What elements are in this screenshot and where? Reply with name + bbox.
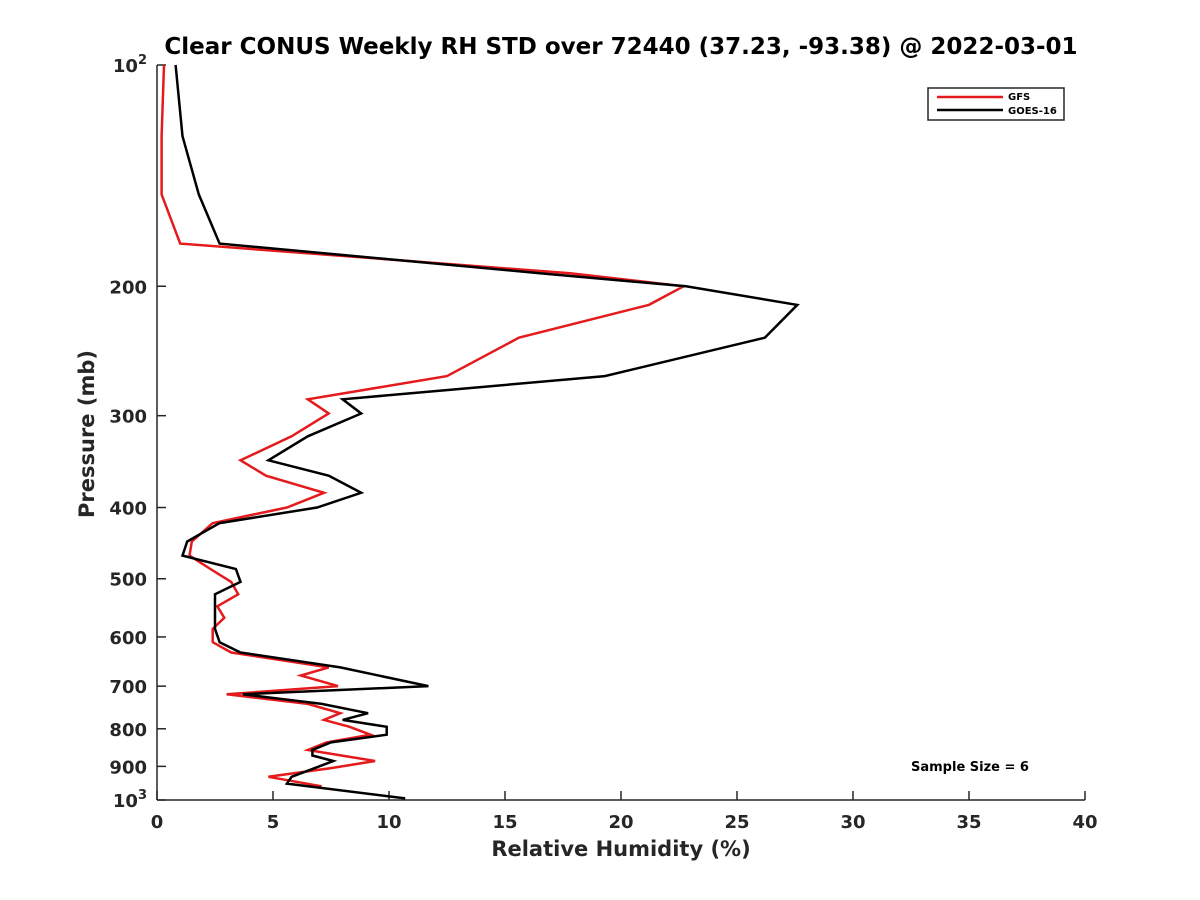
y-tick-label: 102 [113, 53, 147, 77]
x-tick-label: 20 [608, 812, 633, 833]
x-tick-label: 40 [1072, 812, 1097, 833]
y-tick-label: 800 [109, 720, 147, 741]
x-tick-label: 35 [956, 812, 981, 833]
x-tick-label: 30 [840, 812, 865, 833]
sample-size-annotation: Sample Size = 6 [911, 760, 1029, 775]
legend-box [927, 87, 1065, 121]
y-tick-label: 600 [109, 628, 147, 649]
y-tick-label: 900 [109, 757, 147, 778]
y-axis-label: Pressure (mb) [75, 350, 99, 518]
y-tick-label: 300 [109, 407, 147, 428]
y-tick-label: 700 [109, 677, 147, 698]
series-line-goes16 [174, 64, 800, 800]
y-tick-label: 200 [109, 277, 147, 298]
axes: 0 5 10 15 20 25 30 35 40 102 200 300 400 500 600 700 800… [109, 53, 1097, 833]
legend-label-goes16: GOES-16 [1008, 106, 1057, 117]
x-tick-label: 25 [724, 812, 749, 833]
x-tick-label: 10 [376, 812, 401, 833]
y-tick-label: 400 [109, 499, 147, 520]
legend-label-gfs: GFS [1008, 92, 1030, 103]
series-lines [160, 64, 800, 800]
chart-title: Clear CONUS Weekly RH STD over 72440 (37… [164, 34, 1077, 60]
series-line-gfs [160, 64, 688, 788]
x-axis-label: Relative Humidity (%) [491, 837, 750, 861]
x-tick-label: 0 [151, 812, 164, 833]
legend: GFS GOES-16 [927, 87, 1065, 121]
x-tick-label: 15 [492, 812, 517, 833]
x-tick-label: 5 [267, 812, 280, 833]
y-tick-label: 103 [113, 788, 147, 812]
y-tick-label: 500 [109, 570, 147, 591]
